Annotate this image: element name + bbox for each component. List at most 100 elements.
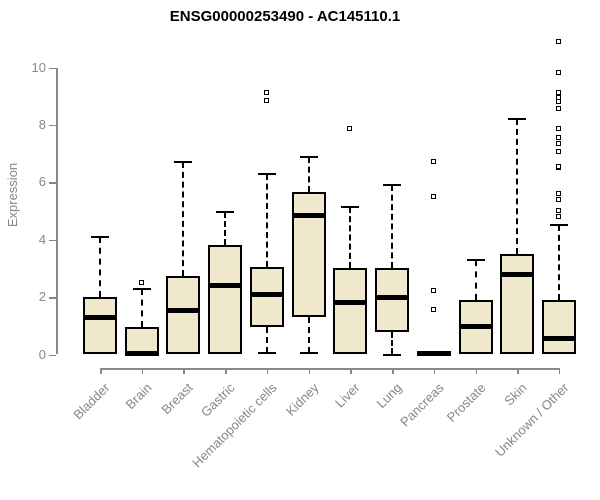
- y-axis-line: [56, 67, 58, 355]
- median-line: [291, 212, 326, 218]
- y-tick-label: 2: [38, 289, 46, 305]
- upper-whisker-cap: [216, 211, 235, 214]
- y-tick-label: 4: [38, 231, 46, 247]
- outlier-point: [430, 159, 436, 165]
- median-line: [541, 336, 576, 342]
- outlier-point: [555, 213, 561, 219]
- lower-whisker-cap: [383, 353, 402, 356]
- y-tick-label: 10: [31, 59, 46, 75]
- x-axis-tick: [475, 368, 478, 374]
- box: [541, 299, 576, 355]
- x-axis-tick: [308, 368, 311, 374]
- lower-whisker-cap: [299, 352, 318, 355]
- outlier-point: [555, 163, 561, 169]
- box: [291, 192, 326, 318]
- upper-whisker-cap: [549, 224, 568, 227]
- upper-whisker-cap: [341, 205, 360, 208]
- upper-whisker-cap: [508, 118, 527, 121]
- outlier-point: [555, 149, 561, 155]
- upper-whisker: [224, 212, 227, 246]
- y-axis-tick: [49, 297, 56, 299]
- median-line: [249, 291, 284, 297]
- upper-whisker-cap: [91, 235, 109, 238]
- outlier-point: [555, 140, 561, 146]
- outlier-point: [555, 208, 561, 214]
- upper-whisker: [349, 206, 352, 269]
- upper-whisker: [99, 236, 101, 298]
- x-axis-tick: [392, 368, 394, 374]
- median-line: [458, 324, 493, 330]
- upper-whisker-cap: [257, 172, 276, 175]
- box: [375, 268, 410, 332]
- outlier-point: [555, 90, 561, 96]
- box: [500, 254, 535, 355]
- outlier-point: [263, 97, 269, 103]
- y-tick-label: 0: [38, 346, 46, 362]
- upper-whisker-cap: [383, 184, 402, 187]
- outlier-point: [347, 126, 353, 132]
- outlier-point: [263, 90, 269, 96]
- upper-whisker-cap: [132, 287, 151, 290]
- median-line: [416, 350, 451, 356]
- chart-title: ENSG00000253490 - AC145110.1: [169, 8, 401, 25]
- upper-whisker: [474, 259, 477, 300]
- y-tick-label: 6: [38, 174, 46, 190]
- lower-whisker-cap: [257, 352, 276, 355]
- x-axis-tick: [517, 368, 519, 374]
- y-axis-tick: [49, 354, 56, 356]
- outlier-point: [555, 126, 561, 132]
- median-line: [375, 294, 410, 300]
- x-axis-tick: [225, 368, 227, 374]
- outlier-point: [555, 134, 561, 140]
- x-axis-tick: [100, 368, 102, 374]
- median-line: [83, 314, 117, 320]
- box: [166, 275, 201, 355]
- median-line: [333, 300, 368, 306]
- upper-whisker: [140, 288, 143, 328]
- x-axis-line: [100, 368, 559, 370]
- box: [249, 266, 284, 328]
- x-axis-tick: [183, 368, 185, 374]
- x-axis-tick: [433, 368, 436, 374]
- box: [83, 297, 117, 355]
- upper-whisker: [557, 225, 560, 300]
- box: [208, 245, 243, 355]
- outlier-point: [430, 288, 436, 294]
- upper-whisker: [307, 156, 310, 193]
- median-line: [500, 271, 535, 277]
- upper-whisker-cap: [174, 161, 193, 164]
- x-axis-tick: [266, 368, 269, 374]
- median-line: [166, 307, 201, 313]
- x-axis-tick: [141, 368, 144, 374]
- y-axis-tick: [49, 67, 56, 70]
- y-axis-tick: [49, 239, 56, 242]
- y-tick-label: 8: [38, 116, 46, 132]
- y-axis-tick: [49, 182, 56, 184]
- lower-whisker: [307, 317, 310, 354]
- upper-whisker-cap: [466, 258, 485, 261]
- outlier-point: [555, 99, 561, 105]
- outlier-point: [430, 307, 436, 313]
- upper-whisker: [182, 162, 185, 276]
- outlier-point: [555, 38, 561, 44]
- box: [333, 268, 368, 355]
- outlier-point: [430, 193, 436, 199]
- upper-whisker: [265, 173, 268, 267]
- outlier-point: [138, 279, 144, 285]
- outlier-point: [555, 70, 561, 76]
- upper-whisker-cap: [299, 155, 318, 158]
- outlier-point: [555, 196, 561, 202]
- x-axis-tick: [350, 368, 352, 374]
- upper-whisker: [516, 119, 519, 255]
- lower-whisker: [391, 331, 394, 355]
- x-axis-tick: [558, 368, 561, 374]
- upper-whisker: [391, 185, 394, 269]
- outlier-point: [555, 106, 561, 112]
- lower-whisker: [265, 327, 268, 354]
- y-axis-tick: [49, 124, 56, 127]
- median-line: [208, 283, 243, 289]
- outlier-point: [555, 190, 561, 196]
- median-line: [124, 350, 159, 356]
- outlier-point: [555, 94, 561, 100]
